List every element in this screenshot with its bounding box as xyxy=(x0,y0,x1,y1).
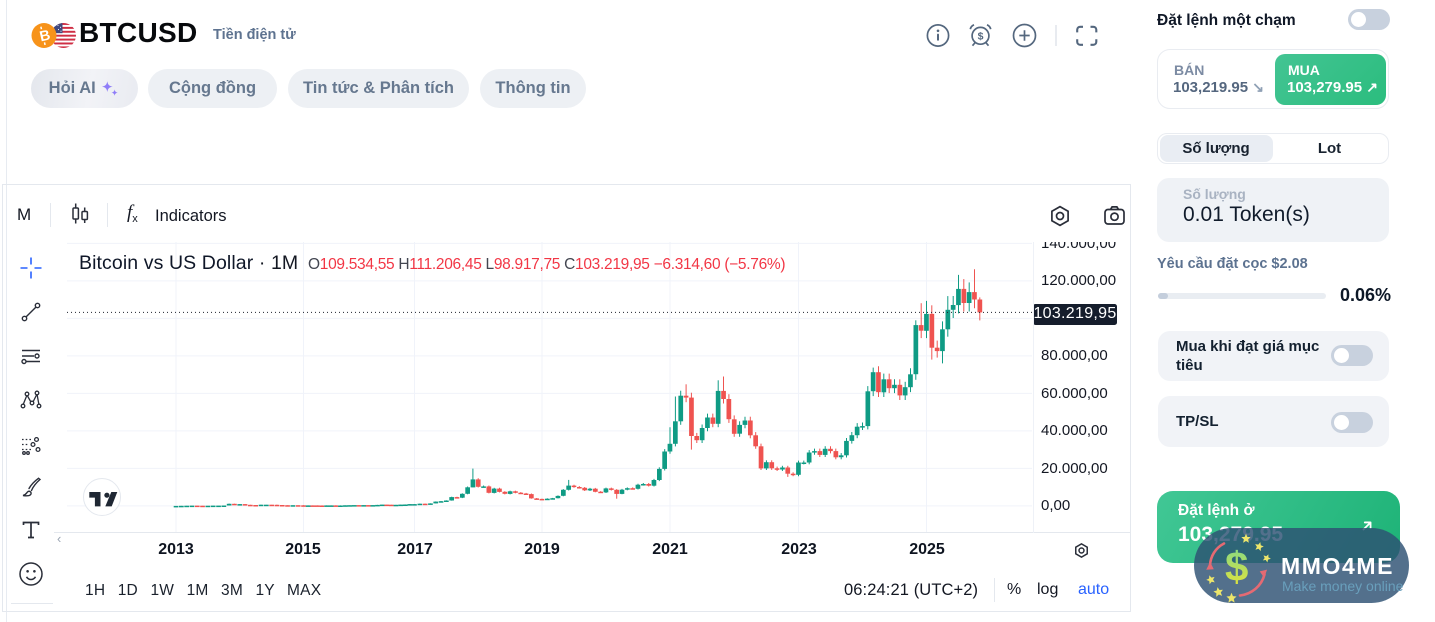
svg-text:$: $ xyxy=(978,31,984,43)
svg-text:B: B xyxy=(38,27,52,45)
svg-text:$: $ xyxy=(1225,543,1248,590)
